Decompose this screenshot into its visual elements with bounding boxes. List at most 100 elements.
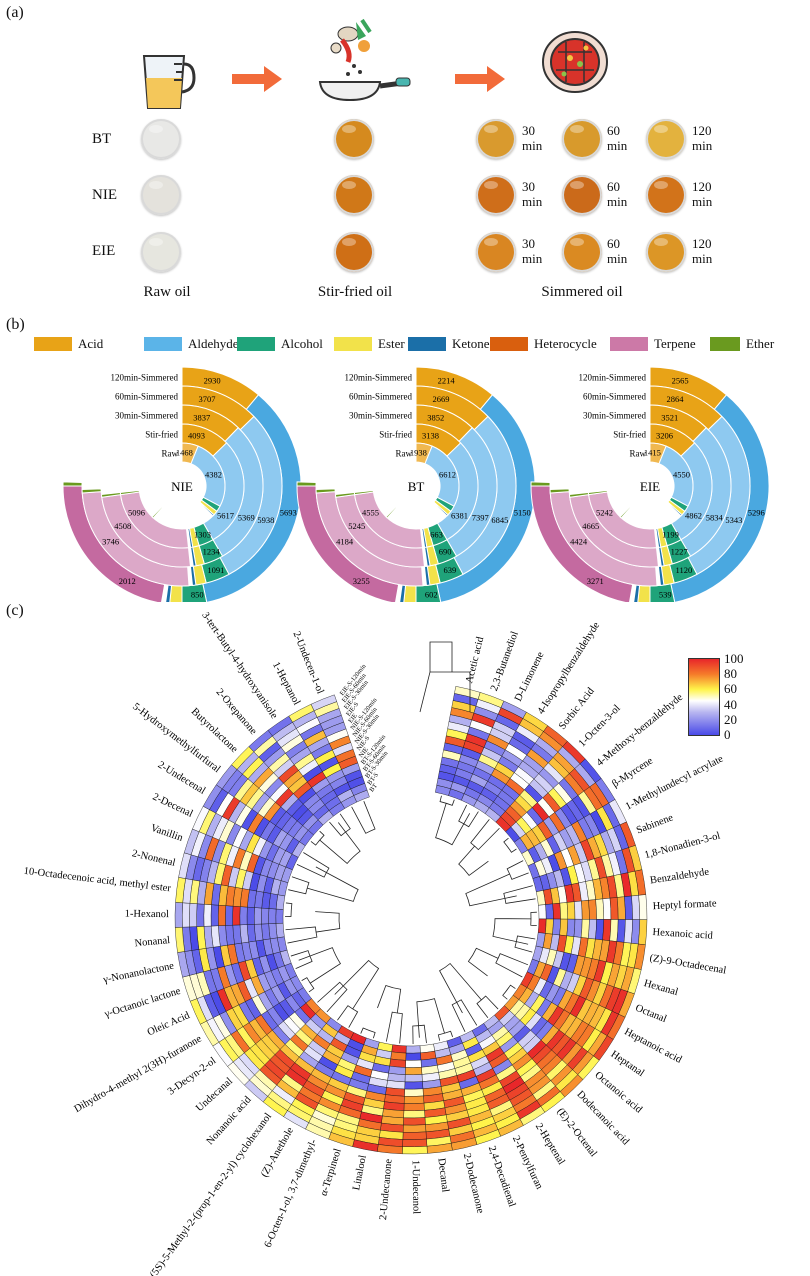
value-aldehyde: 6381	[451, 510, 468, 520]
ring-label: 60min-Simmered	[115, 392, 178, 402]
arc-ether	[385, 502, 401, 519]
heatmap-cell	[391, 1044, 407, 1054]
dish-stir-fried-nie	[334, 175, 374, 215]
ring-label: 30min-Simmered	[583, 411, 646, 421]
legend-label: Terpene	[654, 336, 696, 351]
dish-simmered-nie-1	[562, 175, 602, 215]
heatmap-cell	[616, 919, 626, 943]
value-aldehyde: 5150	[514, 507, 531, 517]
arc-ether	[353, 489, 374, 496]
value-acid: 4093	[188, 431, 205, 441]
compound-label: 2-Heptenal	[533, 1121, 567, 1167]
value-acid: 2214	[438, 376, 456, 386]
heatmap-cell	[402, 1146, 428, 1155]
legend-swatch	[610, 337, 648, 351]
value-alcohol: 602	[425, 589, 438, 599]
value-aldehyde: 6612	[439, 470, 456, 480]
heatmap-cell	[174, 902, 183, 928]
dish-simmered-eie-1	[562, 232, 602, 272]
compound-label: 4-Isopropylbenzaldehyde	[536, 620, 603, 716]
heatmap-cell	[403, 1095, 425, 1104]
dish-simmered-bt-2	[646, 119, 686, 159]
ring-label: 30min-Simmered	[349, 411, 412, 421]
compound-label: 10-Octadecenoic acid, methyl ester	[23, 866, 172, 895]
compound-label: Undecanal	[194, 1076, 235, 1114]
sunburst-charts: NIE 120min-Simmered 60min-Simmered 30min-Si…	[62, 366, 770, 602]
value-terpene: 3255	[353, 576, 370, 586]
compound-label: 2-Undecenal	[156, 760, 208, 797]
heatmap-cell	[402, 1131, 427, 1140]
sample-label-bt: BT	[92, 131, 112, 147]
arc-ether	[81, 488, 102, 494]
heatmap-cell	[275, 922, 285, 939]
arc-ether	[296, 481, 317, 487]
legend-swatch	[34, 337, 72, 351]
arc-ketone	[198, 501, 215, 517]
heatmap-cell	[559, 902, 568, 920]
value-terpene: 3746	[102, 537, 119, 547]
heatmap-cell	[588, 919, 597, 940]
dish-stir-fried-bt	[334, 119, 374, 159]
value-terpene: 4184	[336, 537, 354, 547]
heatmap-cell	[403, 1110, 426, 1119]
heatmap-cell	[404, 1074, 423, 1083]
value-acid: 1468	[176, 448, 193, 458]
heatmap-cell	[403, 1117, 426, 1126]
heatmap-cell	[390, 1051, 407, 1061]
frying-pan-with-ingredients-icon	[318, 18, 411, 102]
stage-label-simmered-oil: Simmered oil	[541, 284, 623, 300]
value-acid: 1415	[644, 448, 661, 458]
heatmap-cell	[405, 1052, 422, 1061]
arc-ether	[315, 488, 336, 494]
value-aldehyde: 6845	[491, 515, 508, 525]
compound-label: Hexanal	[643, 978, 680, 998]
value-alcohol: 850	[191, 589, 204, 599]
colorbar-tick: 60	[724, 681, 737, 697]
heatmap-cell	[537, 918, 547, 934]
heatmap-cell	[405, 1059, 422, 1068]
dish-simmered-eie-2	[646, 232, 686, 272]
legend-label: Ether	[746, 336, 775, 351]
compound-label: (Z)-9-Octadecenal	[649, 953, 727, 977]
heatmap-cell	[552, 902, 561, 920]
legend-swatch	[237, 337, 275, 351]
time-label: 30 min	[522, 123, 543, 153]
compound-label: 1-Heptanol	[270, 660, 302, 707]
heatmap-cell	[616, 896, 626, 920]
value-terpene: 5096	[128, 507, 145, 517]
compound-label: 5-Hydroxymethylfurfural	[130, 701, 222, 775]
heatmap-cell	[638, 894, 648, 920]
arc-ether	[549, 488, 570, 494]
value-acid: 1938	[410, 448, 427, 458]
heatmap-cell	[623, 919, 633, 944]
heatmap-cell	[404, 1088, 424, 1097]
ring-label: Stir-fried	[145, 430, 178, 440]
colorbar	[688, 658, 720, 736]
compound-label: 2,3-Butanediol	[489, 630, 521, 693]
value-aldehyde: 5938	[257, 515, 274, 525]
stage-label-raw-oil: Raw oil	[143, 284, 191, 300]
value-alcohol: 690	[439, 546, 452, 556]
compound-label: 2-Undecen-1-ol	[290, 630, 325, 696]
legend-item-acid: Acid	[34, 336, 103, 352]
heatmap-cell	[566, 901, 576, 920]
heatmap-cell	[232, 905, 241, 926]
panel-a-label: (a)	[6, 4, 24, 21]
sunburst-center-label: BT	[408, 479, 425, 494]
value-terpene: 4665	[582, 521, 599, 531]
heatmap-cell	[595, 898, 604, 920]
colorbar-tick: 0	[724, 727, 731, 742]
compound-label: 2,4-Decadienal	[486, 1145, 517, 1209]
value-aldehyde: 4382	[205, 470, 222, 480]
heatmap-cell	[225, 905, 234, 926]
compound-label: (Z)-Anethole	[259, 1125, 296, 1179]
compound-label: Sabinene	[635, 812, 675, 836]
value-aldehyde: 4862	[685, 510, 702, 520]
value-terpene: 5245	[348, 521, 365, 531]
legend-item-aldehyde: Aldehyde	[144, 336, 239, 352]
heatmap-cell	[545, 903, 554, 920]
heatmap-cell	[602, 919, 612, 941]
heatmap-cell	[638, 919, 648, 946]
compound-label: Vanillin	[149, 823, 185, 845]
ring-label: 120min-Simmered	[579, 373, 647, 383]
